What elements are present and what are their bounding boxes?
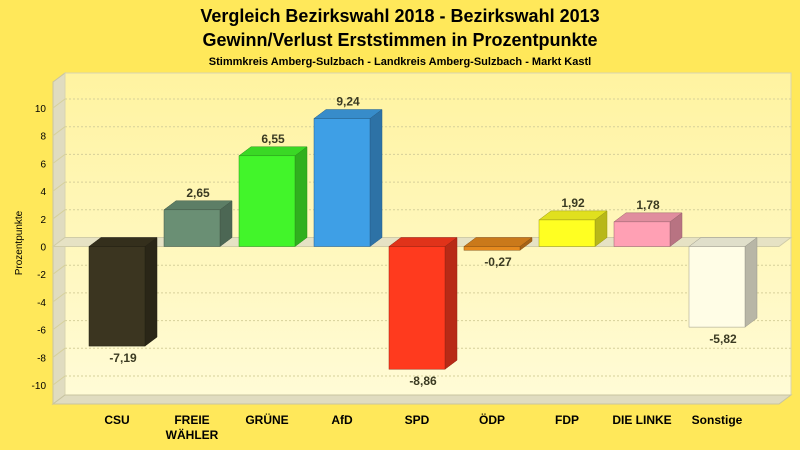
bar-die linke: 1,78 bbox=[613, 198, 683, 247]
bar-value-label: 2,65 bbox=[186, 186, 210, 200]
bar-value-label: 9,24 bbox=[336, 95, 360, 109]
bar-value-label: -8,86 bbox=[409, 374, 437, 388]
bar-fdp: 1,92 bbox=[538, 196, 608, 247]
plot-floor bbox=[51, 394, 793, 405]
bar-side bbox=[444, 237, 458, 370]
bar-front bbox=[613, 221, 671, 247]
bar-front bbox=[313, 118, 371, 247]
x-tick-label: SPD bbox=[405, 413, 430, 427]
bar-front bbox=[163, 209, 221, 247]
chart-subsubtitle: Stimmkreis Amberg-Sulzbach - Landkreis A… bbox=[209, 56, 591, 68]
y-tick-label: 10 bbox=[35, 104, 47, 115]
bar-top bbox=[463, 237, 533, 247]
x-tick-label: WÄHLER bbox=[166, 427, 219, 442]
y-axis: 10 8 6 4 2 0 -2 -4 -6 -8 -10 bbox=[32, 104, 47, 392]
x-tick-label: CSU bbox=[104, 413, 129, 427]
bar-value-label: 1,78 bbox=[636, 198, 660, 212]
bar-value-label: -5,82 bbox=[709, 332, 737, 346]
bar-value-label: 6,55 bbox=[261, 132, 285, 146]
gridline-side bbox=[52, 347, 66, 358]
y-tick-label: 6 bbox=[40, 159, 46, 170]
x-tick-label: GRÜNE bbox=[245, 412, 288, 427]
bar-side bbox=[744, 237, 758, 328]
gridline-side bbox=[52, 209, 66, 220]
gridline-side bbox=[52, 375, 66, 386]
chart-title: Vergleich Bezirkswahl 2018 - Bezirkswahl… bbox=[200, 6, 599, 26]
bars-group: -7,19 2,65 6,55 9,24 -8,86 -0,27 1,92 1,78 -5,82 bbox=[88, 95, 758, 388]
x-tick-label: ÖDP bbox=[479, 412, 505, 427]
bar-grüne: 6,55 bbox=[238, 132, 308, 247]
bar-ödp: -0,27 bbox=[463, 237, 533, 269]
bar-spd: -8,86 bbox=[388, 237, 458, 388]
bar-top bbox=[388, 237, 458, 247]
gridline-side bbox=[52, 98, 66, 109]
gridline-side bbox=[52, 292, 66, 303]
bar-top bbox=[163, 200, 233, 211]
bar-front bbox=[388, 246, 446, 370]
bar-value-label: -7,19 bbox=[109, 351, 137, 365]
x-tick-label: DIE LINKE bbox=[612, 413, 671, 427]
bar-sonstige: -5,82 bbox=[688, 237, 758, 346]
bar-front bbox=[88, 246, 146, 347]
bar-top bbox=[538, 210, 608, 221]
x-tick-label: FREIE bbox=[174, 413, 209, 427]
gridline-side bbox=[52, 181, 66, 192]
y-tick-label: 4 bbox=[40, 187, 46, 198]
gridline-side bbox=[52, 153, 66, 164]
y-tick-label: -10 bbox=[32, 381, 47, 392]
bar-top bbox=[613, 212, 683, 223]
bar-top bbox=[88, 237, 158, 247]
gridline-side bbox=[52, 126, 66, 137]
bar-top bbox=[688, 237, 758, 247]
bar-top bbox=[313, 109, 383, 119]
gridline-side bbox=[52, 264, 66, 275]
bar-csu: -7,19 bbox=[88, 237, 158, 365]
bar-side bbox=[144, 237, 158, 347]
x-tick-label: FDP bbox=[555, 413, 579, 427]
gridline-side bbox=[52, 320, 66, 331]
y-tick-label: -6 bbox=[37, 326, 46, 337]
bar-front bbox=[538, 219, 596, 247]
y-tick-label: -2 bbox=[37, 270, 46, 281]
y-tick-label: -4 bbox=[37, 298, 46, 309]
bar-freie-wähler: 2,65 bbox=[163, 186, 233, 247]
x-tick-label: AfD bbox=[331, 413, 353, 427]
bar-value-label: 1,92 bbox=[561, 196, 585, 210]
bar-top bbox=[238, 146, 308, 157]
y-tick-label: 8 bbox=[40, 132, 46, 143]
chart-subtitle: Gewinn/Verlust Erststimmen in Prozentpun… bbox=[202, 30, 597, 50]
bar-front bbox=[688, 246, 746, 328]
y-axis-label: Prozentpunkte bbox=[14, 210, 25, 275]
bar-afd: 9,24 bbox=[313, 95, 383, 247]
bar-side bbox=[294, 146, 308, 247]
y-tick-label: 0 bbox=[40, 243, 46, 254]
bar-side bbox=[369, 109, 383, 247]
bar-front bbox=[463, 246, 521, 251]
x-tick-label: Sonstige bbox=[692, 413, 743, 427]
y-tick-label: 2 bbox=[40, 215, 46, 226]
bar-front bbox=[238, 155, 296, 247]
y-tick-label: -8 bbox=[37, 353, 46, 364]
bar-value-label: -0,27 bbox=[484, 255, 512, 269]
